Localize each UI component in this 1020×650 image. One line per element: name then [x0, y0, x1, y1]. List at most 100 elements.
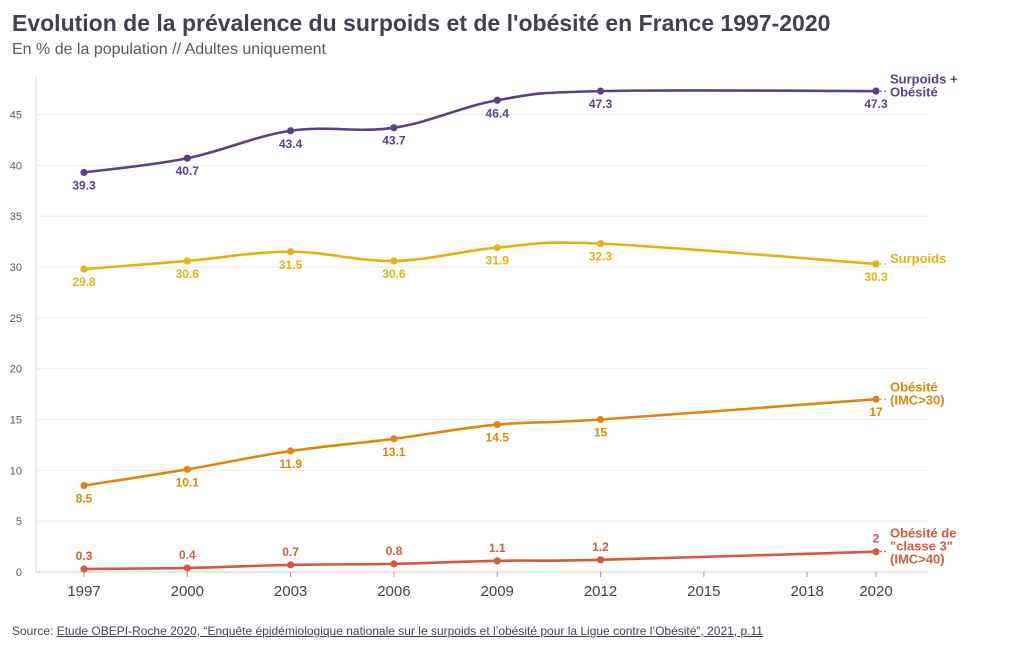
data-point [183, 154, 191, 162]
y-tick-label: 45 [10, 110, 22, 122]
series-label: Surpoids + Obésité [890, 72, 958, 100]
data-label: 0.4 [179, 548, 196, 562]
data-label: 15 [594, 426, 608, 440]
data-point [596, 556, 605, 564]
data-point [596, 240, 605, 248]
data-label: 2 [873, 532, 880, 546]
series-label-line: (IMC>40) [890, 552, 945, 567]
data-point [493, 96, 501, 104]
y-tick-label: 5 [16, 516, 22, 528]
line-chart: 0 5 10 15 20 25 30 35 40 45 1997 2000 2003 2006 2009 2… [10, 72, 958, 600]
data-label: 1.1 [489, 541, 506, 555]
data-label: 1.2 [592, 540, 609, 554]
y-tick-label: 35 [10, 211, 22, 223]
data-point [183, 257, 191, 265]
chart-title: Evolution de la prévalence du surpoids e… [12, 10, 831, 36]
x-tick-label: 2006 [377, 583, 410, 600]
y-tick-label: 15 [10, 415, 22, 427]
data-point [287, 447, 295, 455]
y-tick-label: 25 [10, 313, 22, 325]
x-tick-label: 2015 [687, 583, 720, 600]
series-label-line: "classe 3" [890, 539, 953, 554]
data-label: 47.3 [864, 97, 888, 111]
data-label: 30.3 [864, 270, 888, 284]
data-label: 46.4 [486, 106, 510, 120]
data-point [872, 395, 880, 403]
x-tick-label: 2018 [790, 583, 823, 600]
data-point [390, 560, 398, 568]
data-point [596, 87, 605, 95]
series-label-line: Obésité [890, 380, 938, 395]
data-label: 0.3 [76, 549, 93, 563]
series-line [82, 397, 878, 487]
data-point [80, 265, 88, 273]
y-tick-label: 20 [10, 364, 22, 376]
data-label: 13.1 [382, 445, 406, 459]
x-tick-label: 2020 [859, 583, 892, 600]
x-tick-label: 1997 [67, 583, 100, 600]
data-label: 43.7 [382, 134, 406, 148]
series-label-line: Obésité de [890, 526, 956, 541]
data-label: 0.8 [386, 544, 403, 558]
data-point [872, 260, 880, 268]
data-label: 31.9 [486, 254, 510, 268]
series-line [82, 550, 878, 571]
y-tick-label: 40 [10, 160, 22, 172]
data-label: 8.5 [76, 492, 93, 506]
series-label: Obésité (IMC>30) [890, 380, 945, 408]
data-point [493, 244, 501, 252]
data-label: 32.3 [589, 250, 613, 264]
x-tick-label: 2012 [584, 583, 617, 600]
x-tick-label: 2009 [481, 583, 514, 600]
data-label: 0.7 [282, 545, 299, 559]
data-point [287, 127, 295, 135]
data-point [287, 248, 295, 256]
data-label: 17 [869, 405, 883, 419]
data-label: 29.8 [72, 275, 96, 289]
data-point [80, 481, 88, 490]
y-tick-label: 10 [10, 465, 22, 477]
series-line [82, 241, 878, 271]
data-point [80, 168, 88, 177]
data-label: 30.6 [176, 267, 200, 281]
y-tick-label: 30 [10, 262, 22, 274]
x-axis: 1997 2000 2003 2006 2009 2012 2015 2018 2020 [67, 572, 893, 600]
y-axis: 0 5 10 15 20 25 30 35 40 45 [10, 110, 22, 580]
series-2: 8.5 10.1 11.9 13.1 14.5 15 17 Obésité (IMC>30) [76, 380, 945, 506]
data-point [80, 565, 88, 573]
series-label-line: Surpoids + [890, 72, 958, 87]
chart-subtitle: En % de la population // Adultes uniquem… [12, 41, 326, 58]
data-label: 40.7 [176, 164, 200, 178]
data-point [287, 561, 295, 569]
data-label: 43.4 [279, 137, 303, 151]
x-tick-label: 2003 [274, 583, 307, 600]
source-link[interactable]: Etude OBEPI-Roche 2020, “Enquête épidémi… [56, 624, 763, 638]
data-label: 10.1 [176, 475, 200, 489]
series-line [82, 89, 878, 174]
series-label-line: (IMC>30) [890, 393, 945, 408]
data-label: 11.9 [279, 457, 302, 471]
data-point [183, 465, 191, 473]
x-tick-label: 2000 [171, 583, 204, 600]
data-point [872, 548, 880, 556]
data-label: 14.5 [486, 431, 510, 445]
source-prefix: Source: [12, 624, 57, 638]
y-tick-label: 0 [16, 567, 22, 579]
data-label: 30.6 [382, 267, 406, 281]
data-label: 47.3 [589, 97, 613, 111]
data-point [493, 420, 501, 429]
data-point [390, 435, 398, 443]
data-point [390, 124, 398, 132]
data-point [183, 564, 191, 572]
series-label-line: Obésité [890, 85, 938, 100]
data-point [493, 557, 501, 565]
data-point [872, 87, 880, 95]
data-point [596, 415, 605, 424]
data-point [390, 257, 398, 265]
source-note: Source: Etude OBEPI-Roche 2020, “Enquête… [12, 624, 763, 638]
series-label-line: Surpoids [890, 251, 946, 266]
data-label: 31.5 [279, 258, 303, 272]
